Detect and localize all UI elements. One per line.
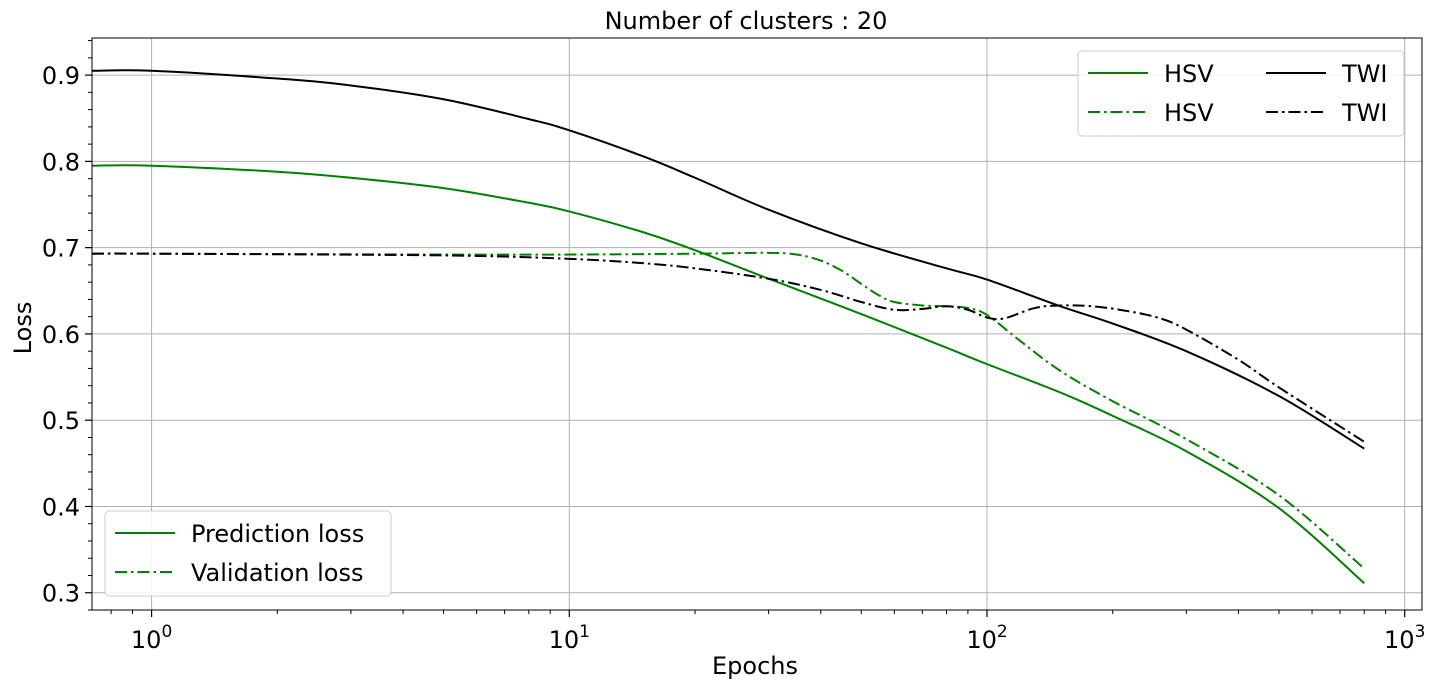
x-tick-label: 101	[549, 622, 590, 654]
plot-frame	[91, 37, 1423, 611]
x-tick-exponent: 3	[1415, 622, 1426, 642]
x-tick-base: 10	[1384, 626, 1415, 654]
grid	[92, 38, 1422, 610]
x-axis-label: Epochs	[712, 652, 798, 680]
x-tick-label: 102	[966, 622, 1007, 654]
legend-label: Prediction loss	[191, 520, 364, 548]
legend-bottom-left: Prediction loss Validation loss	[104, 510, 392, 597]
series-line-hsv-dashdot	[91, 251, 1365, 570]
legend-top-right: HSV HSV TWI TWI	[1077, 50, 1405, 137]
x-tick-exponent: 0	[161, 622, 172, 642]
y-tick-label: 0.5	[42, 407, 80, 435]
legend-label: HSV	[1164, 60, 1214, 88]
y-axis-label: Loss	[9, 302, 37, 355]
y-tick-label: 0.3	[42, 580, 80, 608]
series-line-twi-solid	[91, 69, 1365, 450]
legend-label: HSV	[1164, 99, 1214, 127]
series-line-hsv-solid	[91, 164, 1365, 585]
y-tick-label: 0.9	[42, 62, 80, 90]
x-tick-base: 10	[131, 626, 162, 654]
x-tick-base: 10	[549, 626, 580, 654]
legend-label: TWI	[1341, 99, 1387, 127]
x-tick-label: 103	[1384, 622, 1425, 654]
x-tick-label: 100	[131, 622, 172, 654]
y-tick-label: 0.7	[42, 235, 80, 263]
x-tick-exponent: 2	[997, 622, 1008, 642]
x-tick-base: 10	[966, 626, 997, 654]
series-lines	[91, 69, 1365, 585]
legends: HSV HSV TWI TWI Prediction loss Validation lo…	[104, 50, 1405, 597]
legend-label: TWI	[1341, 60, 1387, 88]
chart-title: Number of clusters : 20	[605, 7, 888, 35]
y-tick-label: 0.4	[42, 493, 80, 521]
y-tick-label: 0.6	[42, 321, 80, 349]
legend-box	[104, 510, 392, 597]
series-line-twi-dashdot	[91, 252, 1365, 443]
legend-label: Validation loss	[191, 559, 364, 587]
x-tick-exponent: 1	[579, 622, 590, 642]
axis-ticks	[85, 40, 1406, 617]
y-tick-label: 0.8	[42, 148, 80, 176]
